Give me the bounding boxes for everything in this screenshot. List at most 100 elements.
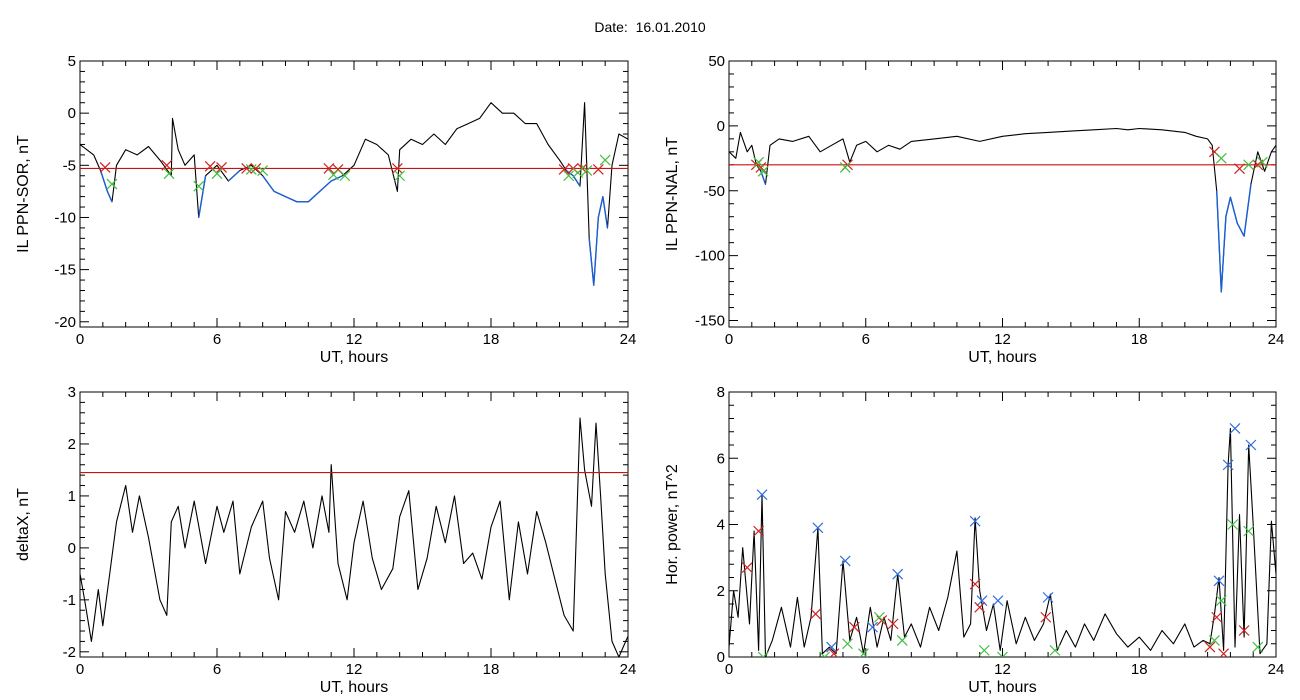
series-highlight-segment (99, 170, 109, 192)
y-tick-label: 0 (717, 118, 725, 135)
marker-green (581, 165, 593, 176)
series-highlight-segment (565, 169, 574, 177)
series-highlight-segment (1216, 190, 1222, 292)
marker-red (828, 648, 840, 657)
y-tick-label: 0 (717, 649, 725, 666)
plot-area (80, 417, 628, 657)
plot-frame (728, 60, 1277, 328)
marker-red (1204, 641, 1216, 653)
x-axis-label: UT, hours (320, 679, 388, 696)
marker-green (1049, 644, 1061, 656)
series-highlight-segment (319, 180, 332, 192)
chart-ppn-nal: 0 6 12 18 24 50 0 -50 -100 -150 UT, hours IL PPN-NA… (664, 53, 1284, 366)
x-tick-label: 0 (725, 661, 733, 678)
marker-red (969, 578, 981, 590)
chart-ppn-sor: 0 6 12 18 24 5 0 -5 -10 -15 -20 UT, hours IL PPN-SOR… (15, 53, 636, 366)
y-tick-label: 4 (717, 517, 725, 534)
marker-green (757, 165, 769, 177)
marker-green (839, 161, 851, 173)
x-axis-label: UT, hours (320, 349, 388, 366)
x-axis-label: UT, hours (968, 679, 1036, 696)
marker-red (391, 163, 403, 174)
series-highlight-segment (198, 175, 207, 218)
marker-red (558, 164, 570, 175)
y-tick-label: -2 (63, 644, 76, 661)
marker-blue (1213, 575, 1225, 587)
y-tick-label: 1 (68, 488, 76, 505)
y-axis-label: Hor. power, nT^2 (664, 464, 681, 585)
marker-green (339, 170, 351, 182)
marker-red (887, 618, 899, 630)
x-tick-label: 12 (346, 331, 363, 348)
x-tick-label: 12 (346, 661, 363, 678)
plot-frame (79, 391, 629, 658)
x-tick-label: 12 (994, 661, 1011, 678)
marker-green (328, 169, 339, 181)
series-highlight-segment (227, 170, 241, 182)
series-highlight-segment (1225, 197, 1232, 217)
x-tick-label: 24 (1268, 331, 1285, 348)
x-tick-label: 0 (76, 661, 84, 678)
y-tick-label: -15 (54, 262, 76, 279)
series-highlight-segment (602, 196, 609, 229)
y-tick-label: 8 (717, 384, 725, 401)
x-tick-label: 18 (483, 331, 500, 348)
marker-green (211, 168, 223, 180)
marker-red (241, 163, 253, 174)
series-line (80, 102, 628, 286)
x-axis: 0 6 12 18 24 (725, 61, 1285, 348)
x-tick-label: 12 (994, 331, 1011, 348)
plot-area (80, 102, 628, 286)
marker-green (757, 651, 769, 657)
marker-green (997, 651, 1008, 657)
series-highlight-segment (273, 190, 286, 198)
y-tick-label: -20 (54, 314, 76, 331)
marker-red (1040, 611, 1052, 623)
y-axis-label: deltaX, nT (15, 488, 32, 561)
marker-red (592, 164, 604, 175)
series-highlight-segment (593, 217, 600, 286)
marker-red (1234, 163, 1245, 175)
marker-red (753, 525, 765, 537)
marker-green (245, 164, 257, 175)
y-tick-label: 3 (68, 384, 76, 401)
marker-green (1252, 641, 1264, 653)
series-line (729, 127, 1276, 293)
marker-red (1211, 611, 1223, 623)
marker-green (842, 638, 853, 650)
marker-green (572, 167, 584, 179)
x-tick-label: 18 (1131, 661, 1148, 678)
series-highlight-segment (1229, 197, 1238, 224)
y-axis: 50 0 -50 -100 -150 (695, 53, 1276, 330)
series-highlight-segment (1220, 216, 1227, 293)
marker-red (848, 621, 860, 633)
page-title: Date: 16.01.2010 (594, 19, 706, 35)
series-highlight-segment (588, 238, 595, 286)
marker-red (741, 562, 753, 573)
marker-green (1227, 519, 1239, 530)
x-tick-label: 6 (862, 331, 870, 348)
x-axis-label: UT, hours (968, 349, 1036, 366)
marker-blue (892, 568, 904, 580)
marker-blue (839, 555, 851, 567)
x-axis: 0 6 12 18 24 (76, 61, 636, 348)
marker-green (874, 611, 885, 623)
y-axis: 3 2 1 0 -1 -2 (63, 384, 628, 661)
plot-area (729, 127, 1276, 293)
x-tick-label: 24 (1268, 661, 1285, 678)
y-axis-label: IL PPN-SOR, nT (15, 135, 32, 253)
series-line (80, 417, 628, 657)
x-tick-label: 6 (213, 661, 221, 678)
marker-green (1243, 159, 1255, 171)
marker-red (810, 608, 822, 620)
y-tick-label: 0 (68, 105, 76, 122)
marker-red (1218, 648, 1230, 657)
marker-green (819, 651, 831, 657)
y-axis: 5 0 -5 -10 -15 -20 (54, 53, 628, 331)
marker-green (1215, 595, 1227, 607)
marker-green (858, 648, 869, 657)
y-tick-label: 0 (68, 540, 76, 557)
y-tick-label: -100 (695, 248, 725, 265)
marker-green (163, 168, 175, 180)
